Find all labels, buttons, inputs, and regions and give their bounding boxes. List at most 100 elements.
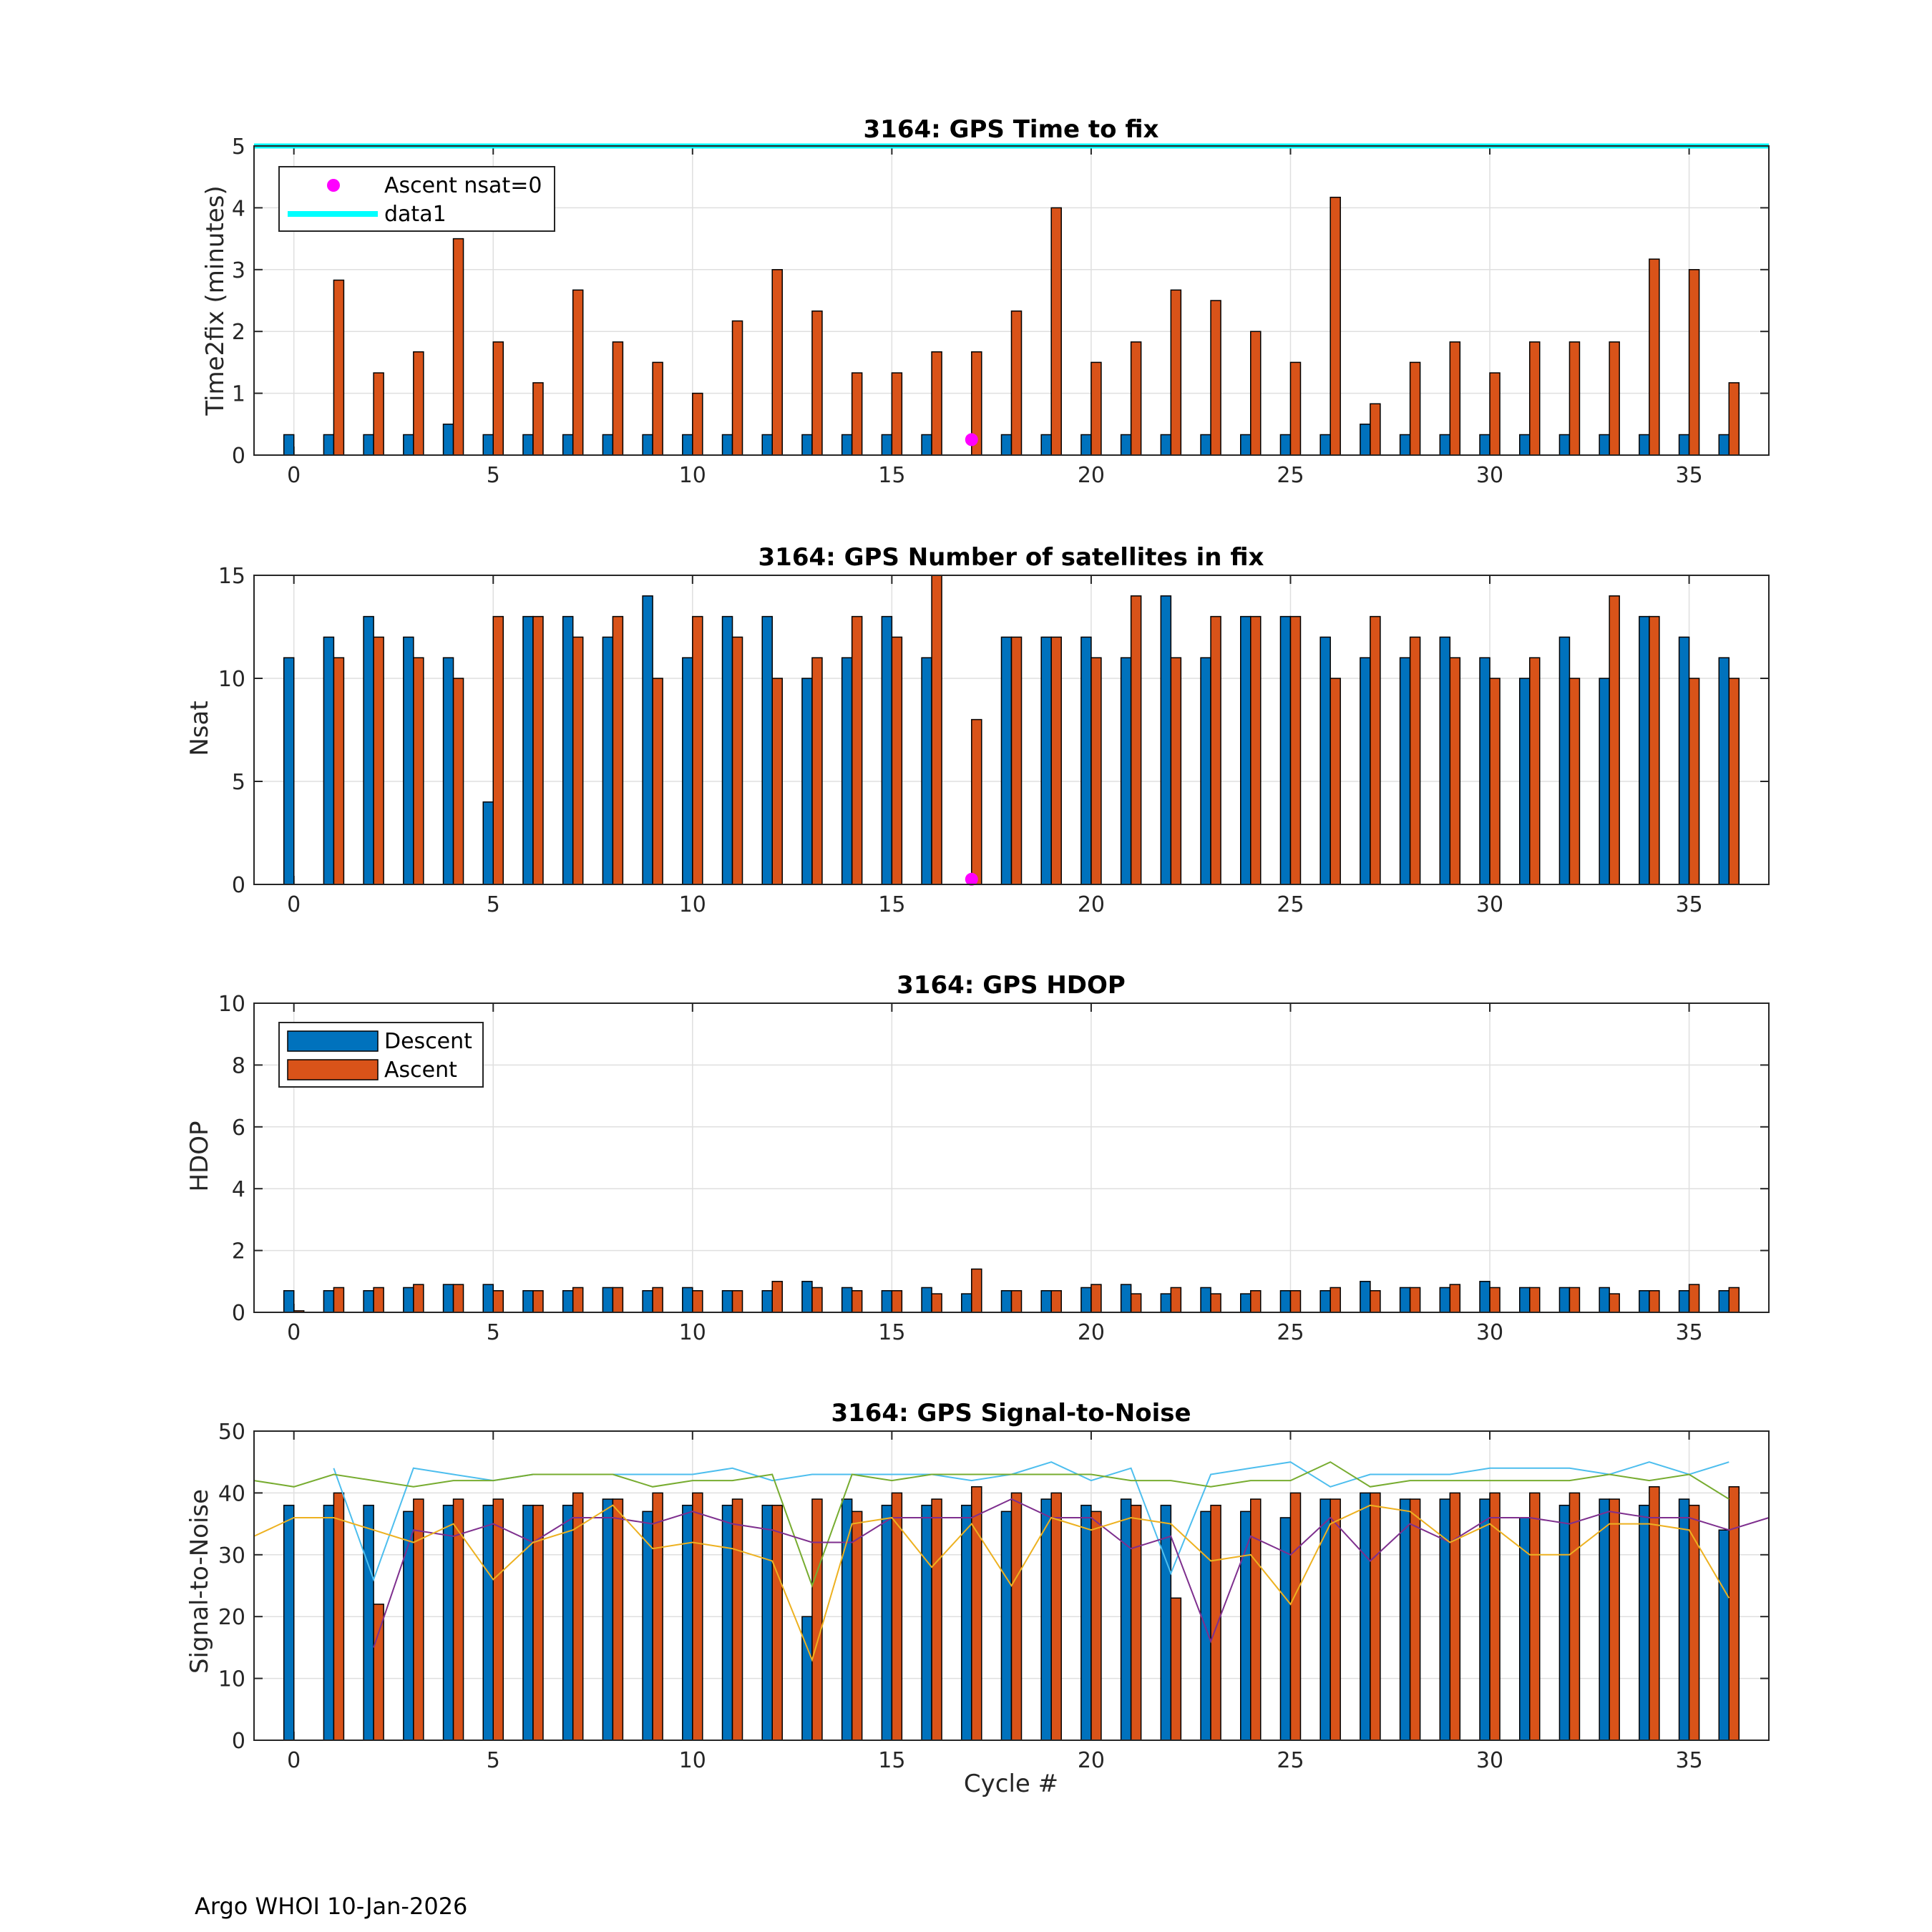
bar-descent <box>442 1284 454 1313</box>
bar-descent <box>1439 636 1451 885</box>
bar-ascent <box>731 1498 743 1741</box>
bar-descent <box>1160 434 1172 456</box>
y-tick-label: 50 <box>218 1420 245 1445</box>
bar-ascent <box>652 678 663 885</box>
bar-descent <box>482 1284 494 1313</box>
bar-descent <box>801 434 813 456</box>
bar-ascent <box>413 1498 424 1741</box>
legend: Ascent nsat=0 data1 <box>278 166 555 232</box>
bar-descent <box>1000 1290 1013 1313</box>
bar-ascent <box>612 1287 624 1313</box>
bar-descent <box>1040 1290 1052 1313</box>
bar-descent <box>1399 1498 1411 1741</box>
bar-ascent <box>492 1290 504 1313</box>
bar-ascent <box>1409 636 1421 885</box>
bar-ascent <box>1409 1498 1421 1741</box>
bar-descent <box>1639 434 1650 456</box>
bar-ascent <box>1568 678 1581 885</box>
bar-ascent <box>532 615 544 885</box>
bar-descent <box>1639 1504 1650 1741</box>
y-axis-label: HDOP <box>185 1121 214 1191</box>
y-tick-label: 30 <box>218 1543 245 1568</box>
bar-descent <box>642 1290 653 1313</box>
x-tick-label: 5 <box>487 1320 500 1345</box>
bar-ascent <box>1091 1511 1102 1741</box>
bar-descent <box>1240 434 1252 456</box>
bar-descent <box>801 1616 813 1741</box>
bar-descent <box>881 615 893 885</box>
bar-descent <box>602 1498 614 1741</box>
bar-descent <box>522 615 534 885</box>
bar-descent <box>363 615 374 885</box>
legend-label-descent: Descent <box>384 1029 472 1054</box>
bar-descent <box>642 1511 653 1741</box>
bar-ascent <box>572 1492 584 1741</box>
x-tick-label: 35 <box>1675 463 1702 488</box>
bar-descent <box>721 1504 733 1741</box>
bar-ascent <box>731 320 743 456</box>
y-tick-label: 2 <box>232 320 245 345</box>
bar-ascent <box>851 1511 863 1741</box>
bar-descent <box>1240 615 1252 885</box>
bar-descent <box>1360 424 1371 456</box>
bar-series-ascent <box>333 575 1740 885</box>
bar-ascent <box>811 1287 823 1313</box>
x-tick-label: 25 <box>1277 1320 1304 1345</box>
legend-box <box>278 166 555 232</box>
axes-background <box>254 1003 1769 1312</box>
plot-area: 0 5 10 15 20 25 30 35 0 10 20 30 40 50 <box>218 1420 1770 1773</box>
bar-descent <box>761 1290 773 1313</box>
bar-ascent <box>1649 258 1660 456</box>
footer-text: Argo WHOI 10-Jan-2026 <box>195 1893 467 1920</box>
bar-ascent <box>1728 382 1740 456</box>
bar-descent <box>961 1504 972 1741</box>
bar-ascent <box>1489 372 1501 456</box>
bar-ascent <box>1170 657 1182 885</box>
axes-box <box>253 575 1770 885</box>
bar-descent <box>1120 434 1132 456</box>
bar-ascent <box>333 1287 345 1313</box>
y-tick-label: 0 <box>232 1729 245 1754</box>
y-tick-label: 8 <box>232 1053 245 1078</box>
bar-ascent <box>1130 1504 1142 1741</box>
bar-descent <box>1399 657 1411 885</box>
bar-ascent <box>1250 1498 1262 1741</box>
bar-ascent <box>652 1287 663 1313</box>
bar-descent <box>562 1504 574 1741</box>
bar-ascent <box>373 372 384 456</box>
bar-descent <box>682 1287 693 1313</box>
bar-descent <box>921 1287 932 1313</box>
bar-descent <box>721 615 733 885</box>
bar-descent <box>921 434 932 456</box>
bar-ascent <box>1250 331 1262 456</box>
bar-descent <box>921 1504 932 1741</box>
x-tick-label: 30 <box>1476 1748 1503 1773</box>
bar-ascent <box>771 1504 783 1741</box>
bar-ascent <box>1528 1492 1541 1741</box>
bar-ascent <box>811 310 823 456</box>
bar-descent <box>1639 615 1650 885</box>
bar-ascent <box>931 1293 942 1313</box>
bar-ascent <box>1449 657 1461 885</box>
bar-ascent <box>1050 1290 1062 1313</box>
bar-ascent <box>811 657 823 885</box>
bar-descent <box>1040 1498 1052 1741</box>
bar-ascent <box>1091 657 1102 885</box>
bar-ascent <box>1210 1293 1221 1313</box>
bar-ascent <box>1050 636 1062 885</box>
bar-descent <box>1279 1290 1292 1313</box>
bar-ascent <box>413 351 424 456</box>
bar-descent <box>1200 434 1211 456</box>
axes-box <box>253 1430 1770 1741</box>
bar-ascent <box>1568 1492 1581 1741</box>
bar-descent <box>1040 636 1052 885</box>
bar-descent <box>363 434 374 456</box>
bar-descent <box>961 1293 972 1313</box>
x-tick-label: 10 <box>679 1320 706 1345</box>
y-tick-label: 0 <box>232 1301 245 1326</box>
time-to-fix-chart: 0 5 10 15 20 25 30 35 0 1 2 3 4 5 3164: GPS Time to f… <box>201 115 1770 488</box>
bar-ascent <box>1289 361 1302 456</box>
bar-ascent <box>572 636 584 885</box>
x-tick-label: 15 <box>878 892 905 917</box>
